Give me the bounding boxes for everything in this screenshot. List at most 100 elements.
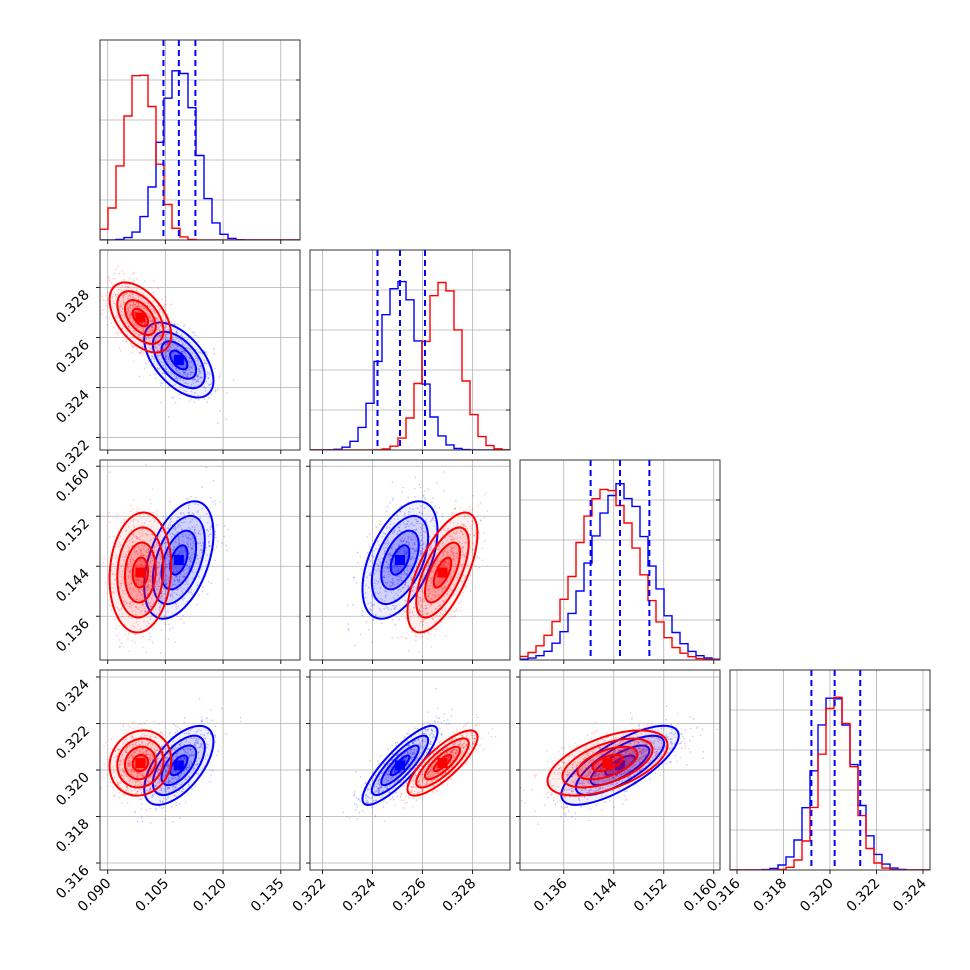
scatter-point: [164, 303, 166, 306]
scatter-point: [154, 360, 156, 363]
scatter-point: [412, 588, 415, 590]
scatter-point: [188, 504, 190, 507]
scatter-point: [165, 355, 167, 358]
scatter-point: [165, 358, 167, 361]
scatter-point: [199, 351, 202, 354]
scatter-point: [154, 345, 156, 348]
scatter-point: [208, 372, 211, 374]
scatter-point: [159, 331, 162, 333]
scatter-point: [359, 555, 362, 558]
scatter-point: [195, 349, 197, 351]
scatter-point: [135, 324, 137, 327]
scatter-point: [190, 538, 192, 541]
scatter-point: [187, 382, 189, 385]
scatter-point: [160, 334, 162, 337]
scatter-point: [136, 305, 139, 307]
scatter-point: [145, 330, 148, 332]
scatter-point: [146, 310, 148, 312]
scatter-point: [206, 373, 208, 376]
scatter-point: [141, 594, 144, 596]
scatter-point: [197, 510, 200, 512]
scatter-point: [202, 542, 205, 545]
scatter-point: [121, 308, 124, 310]
scatter-point: [200, 528, 203, 531]
scatter-point: [163, 597, 166, 600]
scatter-point: [187, 536, 190, 539]
scatter-point: [102, 299, 105, 301]
scatter-point: [433, 525, 435, 527]
scatter-point: [373, 604, 376, 606]
scatter-point: [128, 583, 130, 586]
scatter-point: [176, 578, 179, 581]
scatter-point: [214, 367, 216, 370]
scatter-point: [155, 545, 157, 548]
scatter-point: [169, 500, 171, 503]
scatter-point: [125, 529, 127, 532]
scatter-point: [132, 559, 134, 561]
scatter-point: [123, 321, 126, 323]
scatter-point: [150, 326, 153, 328]
scatter-point: [190, 383, 193, 386]
scatter-point: [192, 331, 194, 333]
scatter-point: [430, 519, 433, 521]
scatter-point: [168, 349, 170, 352]
scatter-point: [210, 382, 213, 384]
scatter-point: [145, 586, 148, 588]
scatter-point: [187, 369, 189, 371]
scatter-point: [407, 543, 410, 546]
scatter-point: [174, 383, 177, 386]
scatter-point: [174, 323, 176, 326]
scatter-point: [390, 554, 392, 557]
scatter-point: [409, 568, 412, 570]
scatter-point: [424, 490, 426, 492]
scatter-point: [148, 622, 150, 625]
scatter-point: [158, 367, 161, 370]
scatter-point: [115, 316, 117, 318]
scatter-point: [113, 591, 116, 594]
scatter-point: [173, 580, 176, 582]
scatter-point: [369, 608, 371, 611]
scatter-point: [437, 605, 440, 608]
scatter-point: [239, 716, 242, 719]
scatter-point: [152, 603, 154, 605]
scatter-point: [158, 329, 161, 331]
scatter-point: [170, 372, 172, 374]
scatter-point: [166, 578, 169, 580]
scatter-point: [122, 596, 124, 599]
scatter-point: [188, 347, 190, 350]
scatter-point: [120, 607, 123, 609]
scatter-point: [420, 544, 423, 547]
scatter-point: [158, 579, 161, 582]
scatter-point: [169, 533, 171, 536]
scatter-point: [121, 270, 124, 272]
scatter-point: [175, 343, 177, 346]
scatter-point: [115, 296, 117, 298]
scatter-point: [119, 587, 122, 590]
scatter-point: [172, 567, 174, 569]
scatter-point: [109, 521, 111, 524]
scatter-point: [147, 554, 149, 557]
scatter-point: [365, 592, 367, 594]
scatter-point: [154, 312, 157, 315]
scatter-point: [395, 564, 397, 567]
scatter-point: [133, 534, 135, 537]
scatter-point: [391, 582, 394, 584]
scatter-point: [155, 317, 157, 320]
scatter-point: [155, 340, 157, 342]
scatter-point: [391, 546, 393, 549]
scatter-point: [163, 315, 165, 317]
scatter-point: [126, 308, 129, 310]
scatter-point: [403, 553, 406, 555]
scatter-point: [147, 548, 149, 550]
scatter-point: [121, 521, 123, 524]
scatter-point: [387, 607, 389, 609]
scatter-point: [124, 556, 126, 558]
scatter-point: [132, 304, 134, 307]
scatter-point: [128, 546, 130, 549]
scatter-point: [191, 379, 194, 382]
scatter-point: [399, 588, 401, 591]
scatter-point: [174, 576, 177, 579]
scatter-point: [407, 513, 410, 516]
scatter-point: [136, 305, 139, 307]
scatter-point: [418, 554, 421, 557]
